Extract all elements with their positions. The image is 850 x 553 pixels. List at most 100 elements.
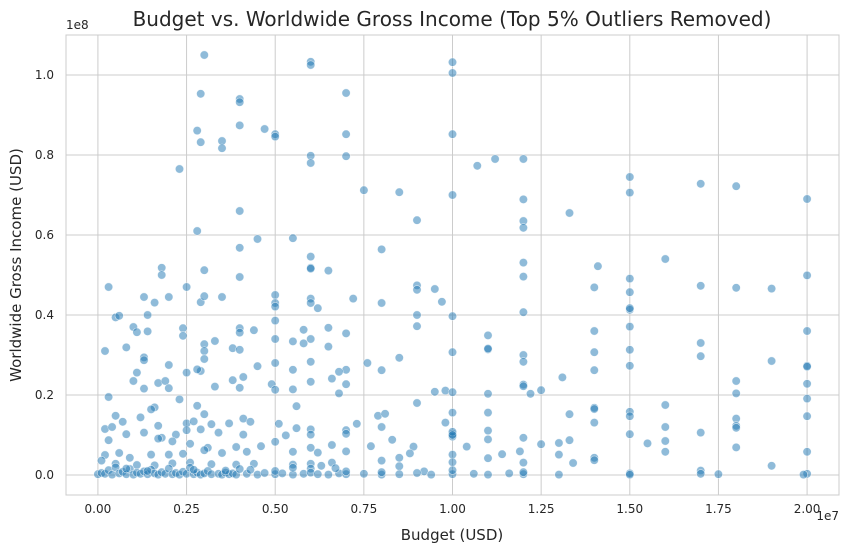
data-point [316, 461, 326, 471]
data-point [228, 375, 238, 385]
data-point [660, 400, 670, 410]
data-point [235, 328, 245, 338]
data-point [167, 436, 177, 446]
data-point [299, 338, 309, 348]
data-point [164, 360, 174, 370]
data-point [196, 137, 206, 147]
data-point [731, 423, 741, 433]
data-point [199, 291, 209, 301]
x-axis-label: Budget (USD) [401, 526, 503, 544]
data-point [625, 274, 635, 284]
data-point [306, 443, 316, 453]
data-point [394, 187, 404, 197]
data-point [306, 357, 316, 367]
data-point [713, 469, 723, 479]
data-point [625, 303, 635, 313]
data-point [132, 327, 142, 337]
data-point [483, 344, 493, 354]
data-point [128, 376, 138, 386]
data-point [238, 430, 248, 440]
data-point [178, 449, 188, 459]
data-point [139, 384, 149, 394]
data-point [642, 438, 652, 448]
data-point [802, 394, 812, 404]
data-point [178, 331, 188, 341]
data-point [731, 388, 741, 398]
data-point [767, 461, 777, 471]
data-point [483, 453, 493, 463]
data-point [224, 418, 234, 428]
data-point [366, 441, 376, 451]
data-points [93, 50, 812, 480]
data-point [196, 89, 206, 99]
data-point [554, 438, 564, 448]
data-point [589, 418, 599, 428]
data-point [341, 151, 351, 161]
data-point [377, 456, 387, 466]
x-tick-label: 1.75 [705, 502, 732, 516]
data-point [114, 311, 124, 321]
data-point [412, 468, 422, 478]
x-axis-offset-label: 1e7 [816, 509, 839, 523]
data-point [589, 404, 599, 414]
data-point [235, 97, 245, 107]
data-point [260, 468, 270, 478]
x-tick-label: 1.25 [528, 502, 555, 516]
data-point [518, 194, 528, 204]
data-point [210, 382, 220, 392]
data-point [518, 307, 528, 317]
data-point [483, 470, 493, 480]
y-tick-label: 0.4 [35, 308, 54, 322]
data-point [589, 455, 599, 465]
data-point [447, 430, 457, 440]
data-point [217, 292, 227, 302]
data-point [192, 401, 202, 411]
data-point [696, 281, 706, 291]
data-point [430, 284, 440, 294]
data-point [238, 372, 248, 382]
data-point [100, 346, 110, 356]
data-point [270, 302, 280, 312]
data-point [288, 463, 298, 473]
data-point [802, 270, 812, 280]
data-point [341, 446, 351, 456]
data-point [802, 362, 812, 372]
data-point [625, 287, 635, 297]
data-point [199, 265, 209, 275]
data-point [175, 164, 185, 174]
data-point [341, 129, 351, 139]
data-point [412, 398, 422, 408]
data-point [306, 158, 316, 168]
data-point [235, 206, 245, 216]
data-point [288, 365, 298, 375]
data-point [660, 422, 670, 432]
data-point [359, 469, 369, 479]
data-point [153, 434, 163, 444]
data-point [394, 453, 404, 463]
x-tick-label: 1.00 [439, 502, 466, 516]
data-point [447, 465, 457, 475]
data-point [802, 326, 812, 336]
data-point [426, 470, 436, 480]
data-point [525, 389, 535, 399]
data-point [515, 446, 525, 456]
data-point [767, 356, 777, 366]
data-point [214, 428, 224, 438]
data-point [483, 426, 493, 436]
y-tick-label: 1.0 [35, 68, 54, 82]
data-point [111, 411, 121, 421]
data-point [394, 469, 404, 479]
data-point [564, 409, 574, 419]
data-point [564, 435, 574, 445]
data-point [242, 447, 252, 457]
data-point [412, 215, 422, 225]
data-point [341, 379, 351, 389]
data-point [125, 453, 135, 463]
data-point [341, 88, 351, 98]
data-point [245, 465, 255, 475]
data-point [518, 433, 528, 443]
data-point [306, 252, 316, 262]
data-point [185, 439, 195, 449]
data-point [341, 466, 351, 476]
